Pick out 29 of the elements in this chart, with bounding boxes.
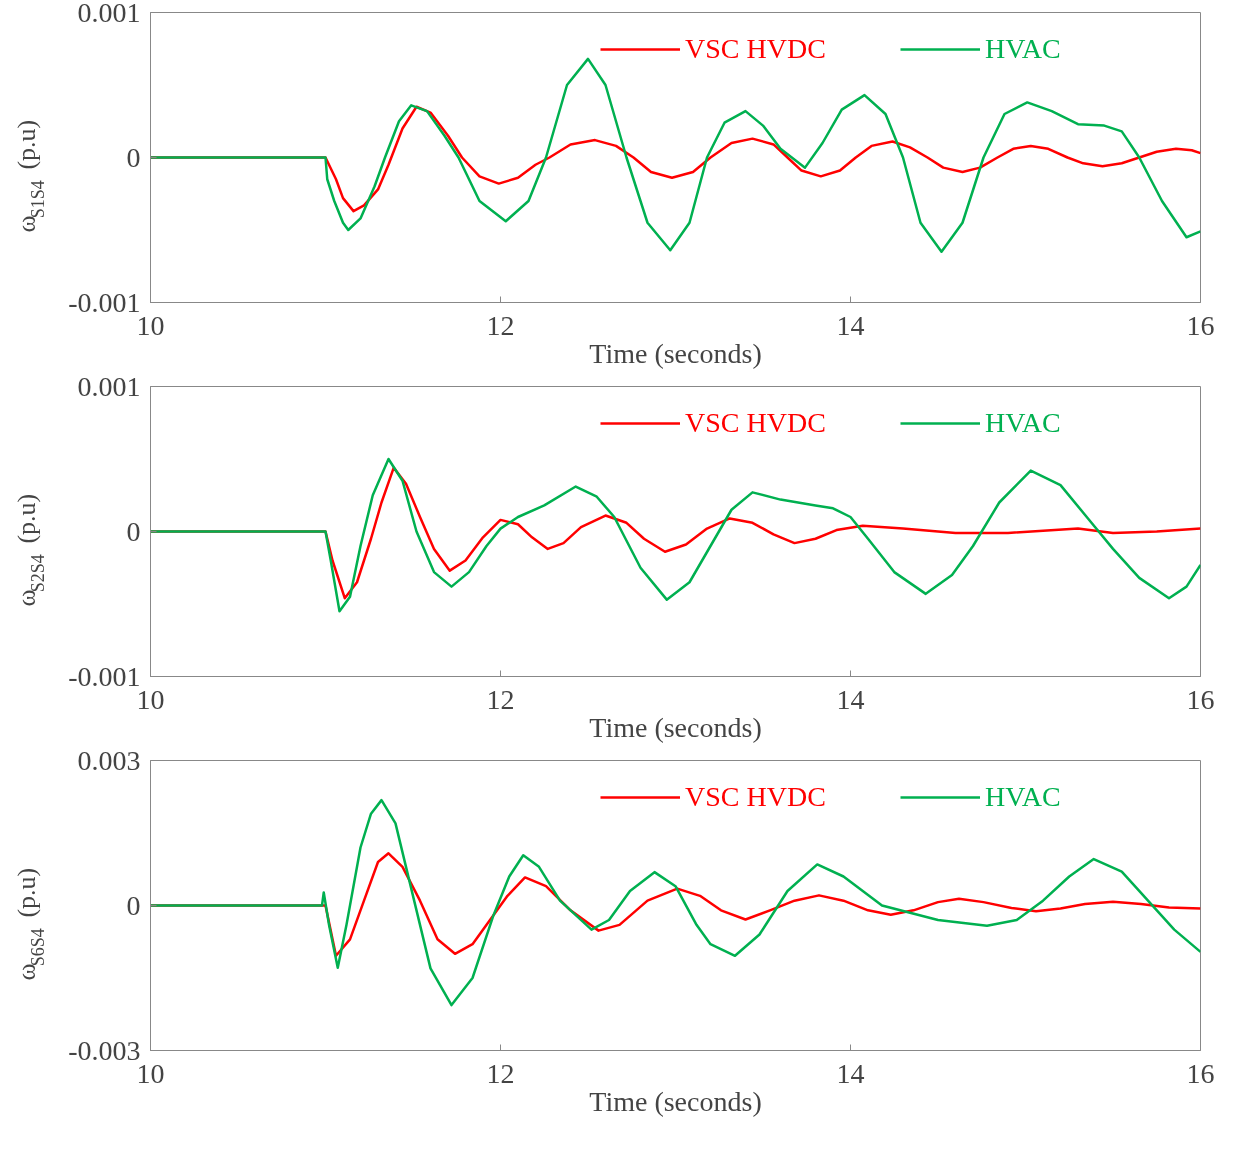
y-axis-title: ωS6S4 (p.u): [11, 867, 48, 981]
x-axis-title: Time (seconds): [589, 711, 762, 743]
y-axis-title: ωS2S4 (p.u): [11, 493, 48, 607]
y-tick-label: -0.003: [68, 1034, 141, 1066]
y-tick-label: 0.001: [77, 0, 141, 28]
x-tick-label: 12: [486, 309, 515, 341]
line-series: [150, 57, 1201, 253]
x-axis-title: Time (seconds): [589, 337, 762, 369]
x-tick-label: 14: [836, 309, 865, 341]
x-tick-label: 14: [836, 683, 865, 715]
x-tick-label: 12: [486, 1057, 515, 1089]
legend-label: VSC HVDC: [685, 407, 826, 439]
legend-label: HVAC: [985, 407, 1061, 439]
y-axis-title: ωS1S4 (p.u): [11, 119, 48, 233]
legend-label: HVAC: [985, 781, 1061, 813]
legend-label: VSC HVDC: [685, 781, 826, 813]
y-tick-label: 0: [126, 889, 141, 921]
x-tick-label: 16: [1186, 683, 1215, 715]
legend-label: VSC HVDC: [685, 33, 826, 65]
x-tick-label: 14: [836, 1057, 865, 1089]
x-axis-title: Time (seconds): [589, 1085, 762, 1117]
y-tick-label: 0: [126, 515, 141, 547]
x-tick-label: 16: [1186, 1057, 1215, 1089]
legend-label: HVAC: [985, 33, 1061, 65]
x-tick-label: 16: [1186, 309, 1215, 341]
x-tick-label: 12: [486, 683, 515, 715]
y-tick-label: 0.001: [77, 370, 141, 402]
y-tick-label: 0.003: [77, 744, 141, 776]
y-tick-label: 0: [126, 141, 141, 173]
